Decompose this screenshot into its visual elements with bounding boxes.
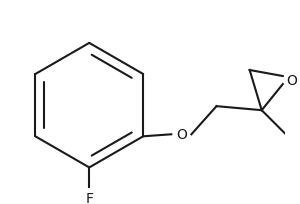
Text: O: O: [286, 74, 297, 88]
Text: F: F: [85, 191, 93, 204]
Text: O: O: [176, 128, 187, 142]
